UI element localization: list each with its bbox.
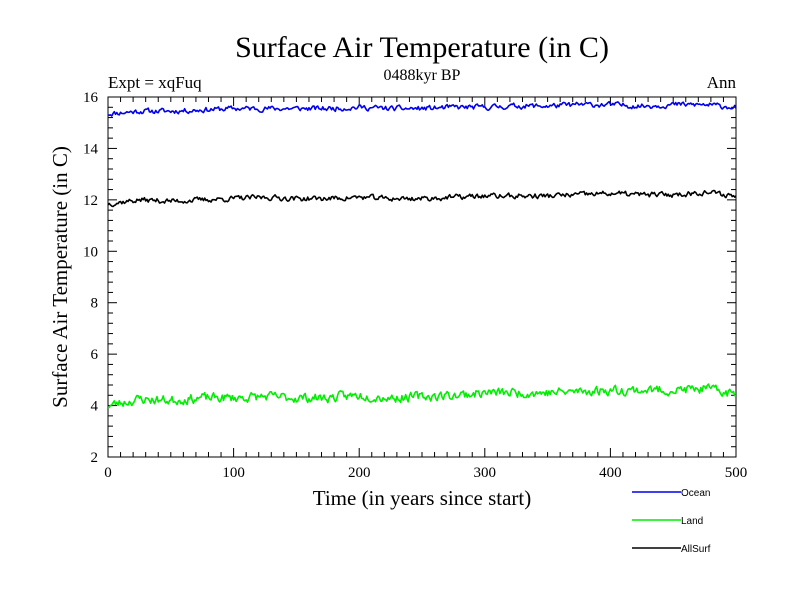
y-axis-label: Surface Air Temperature (in C) bbox=[48, 146, 72, 408]
y-tick-label: 10 bbox=[83, 244, 98, 260]
legend-label-allsurf: AllSurf bbox=[681, 544, 711, 555]
legend-label-land: Land bbox=[681, 516, 703, 527]
experiment-label: Expt = xqFuq bbox=[108, 73, 202, 92]
legend-label-ocean: Ocean bbox=[681, 488, 710, 499]
y-tick-label: 4 bbox=[91, 399, 99, 415]
y-tick-label: 16 bbox=[83, 90, 99, 106]
y-tick-label: 6 bbox=[91, 347, 99, 363]
y-tick-label: 12 bbox=[83, 193, 98, 209]
plot-frame bbox=[107, 96, 737, 458]
x-tick-label: 300 bbox=[474, 465, 497, 481]
y-tick-label: 14 bbox=[83, 141, 99, 157]
axis-ticks: 0 100 200 300 400 500 2 4 6 8 10 12 14 16 bbox=[83, 90, 747, 481]
chart-subtitle: 0488kyr BP bbox=[384, 67, 461, 84]
x-tick-label: 0 bbox=[104, 465, 112, 481]
series-line-ocean bbox=[107, 100, 737, 117]
x-axis-label: Time (in years since start) bbox=[313, 486, 532, 510]
x-tick-label: 400 bbox=[599, 465, 622, 481]
x-tick-label: 500 bbox=[725, 465, 748, 481]
series-lines bbox=[107, 100, 737, 409]
series-line-land bbox=[107, 383, 737, 409]
chart-title: Surface Air Temperature (in C) bbox=[235, 31, 609, 64]
y-tick-label: 8 bbox=[91, 296, 99, 312]
x-tick-label: 200 bbox=[348, 465, 371, 481]
season-label: Ann bbox=[707, 73, 737, 92]
x-tick-label: 100 bbox=[222, 465, 245, 481]
legend: Ocean Land AllSurf bbox=[632, 488, 711, 555]
series-line-allsurf bbox=[107, 189, 737, 208]
y-tick-label: 2 bbox=[91, 450, 99, 466]
